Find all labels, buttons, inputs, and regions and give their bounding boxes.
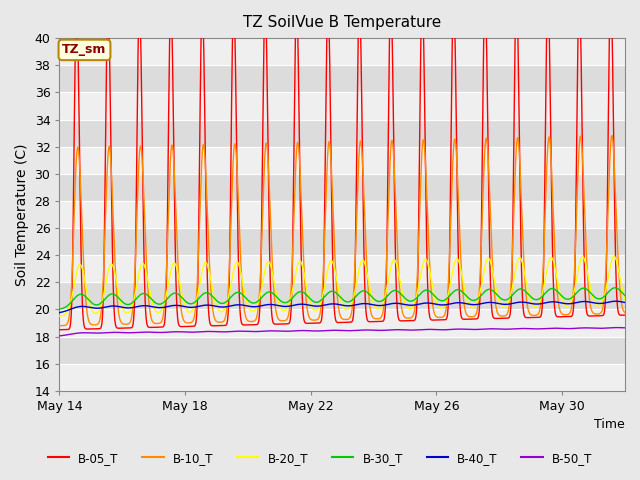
Title: TZ SoilVue B Temperature: TZ SoilVue B Temperature — [243, 15, 442, 30]
B-05_T — [392, 271, 400, 276]
Line: B-40_T: B-40_T — [60, 301, 625, 312]
B-20_T — [615, 268, 623, 274]
B-30_T — [56, 306, 63, 312]
Bar — [60, 146, 625, 174]
Bar — [60, 92, 625, 120]
B-05_T — [56, 327, 63, 333]
B-30_T — [621, 293, 629, 299]
B-40_T — [157, 305, 164, 311]
Bar — [60, 255, 625, 282]
B-10_T — [79, 230, 86, 236]
B-10_T — [157, 320, 164, 325]
B-30_T — [615, 287, 623, 292]
B-10_T — [160, 307, 168, 313]
Line: B-20_T: B-20_T — [60, 256, 625, 316]
B-30_T — [392, 288, 400, 293]
B-40_T — [56, 310, 63, 315]
Bar — [60, 310, 625, 336]
Y-axis label: Soil Temperature (C): Soil Temperature (C) — [15, 143, 29, 286]
B-40_T — [79, 303, 86, 309]
B-40_T — [612, 298, 620, 304]
B-30_T — [160, 299, 168, 305]
B-40_T — [615, 299, 623, 304]
B-05_T — [79, 301, 86, 307]
B-40_T — [392, 300, 400, 306]
B-20_T — [157, 308, 164, 314]
Line: B-50_T: B-50_T — [60, 327, 625, 336]
B-20_T — [79, 266, 86, 272]
B-10_T — [621, 310, 629, 315]
B-20_T — [245, 305, 253, 311]
B-05_T — [160, 323, 168, 328]
B-05_T — [615, 311, 623, 316]
B-50_T — [245, 329, 253, 335]
B-20_T — [621, 297, 629, 303]
Line: B-30_T: B-30_T — [60, 288, 625, 309]
B-20_T — [56, 313, 63, 319]
Bar — [60, 364, 625, 391]
B-30_T — [157, 301, 164, 307]
B-50_T — [157, 330, 164, 336]
B-50_T — [160, 329, 168, 335]
Bar — [60, 201, 625, 228]
B-05_T — [621, 312, 629, 318]
B-50_T — [615, 324, 623, 330]
B-05_T — [245, 322, 253, 328]
B-10_T — [56, 323, 63, 329]
B-50_T — [79, 330, 86, 336]
B-05_T — [157, 324, 164, 330]
B-50_T — [621, 325, 629, 331]
B-20_T — [392, 259, 400, 265]
B-50_T — [613, 324, 621, 330]
Bar — [60, 38, 625, 65]
B-40_T — [245, 303, 253, 309]
B-10_T — [608, 132, 616, 138]
B-10_T — [392, 204, 400, 210]
B-50_T — [392, 327, 400, 333]
B-10_T — [245, 318, 253, 324]
Text: TZ_sm: TZ_sm — [62, 43, 107, 57]
Line: B-10_T: B-10_T — [60, 135, 625, 326]
Line: B-05_T: B-05_T — [60, 0, 625, 330]
X-axis label: Time: Time — [595, 419, 625, 432]
B-30_T — [79, 292, 86, 298]
B-30_T — [611, 285, 619, 291]
B-20_T — [160, 301, 168, 307]
B-40_T — [621, 300, 629, 305]
B-30_T — [245, 298, 253, 304]
B-10_T — [615, 267, 623, 273]
Legend: B-05_T, B-10_T, B-20_T, B-30_T, B-40_T, B-50_T: B-05_T, B-10_T, B-20_T, B-30_T, B-40_T, … — [43, 447, 597, 469]
B-20_T — [610, 253, 618, 259]
B-40_T — [160, 304, 168, 310]
B-50_T — [56, 333, 63, 339]
